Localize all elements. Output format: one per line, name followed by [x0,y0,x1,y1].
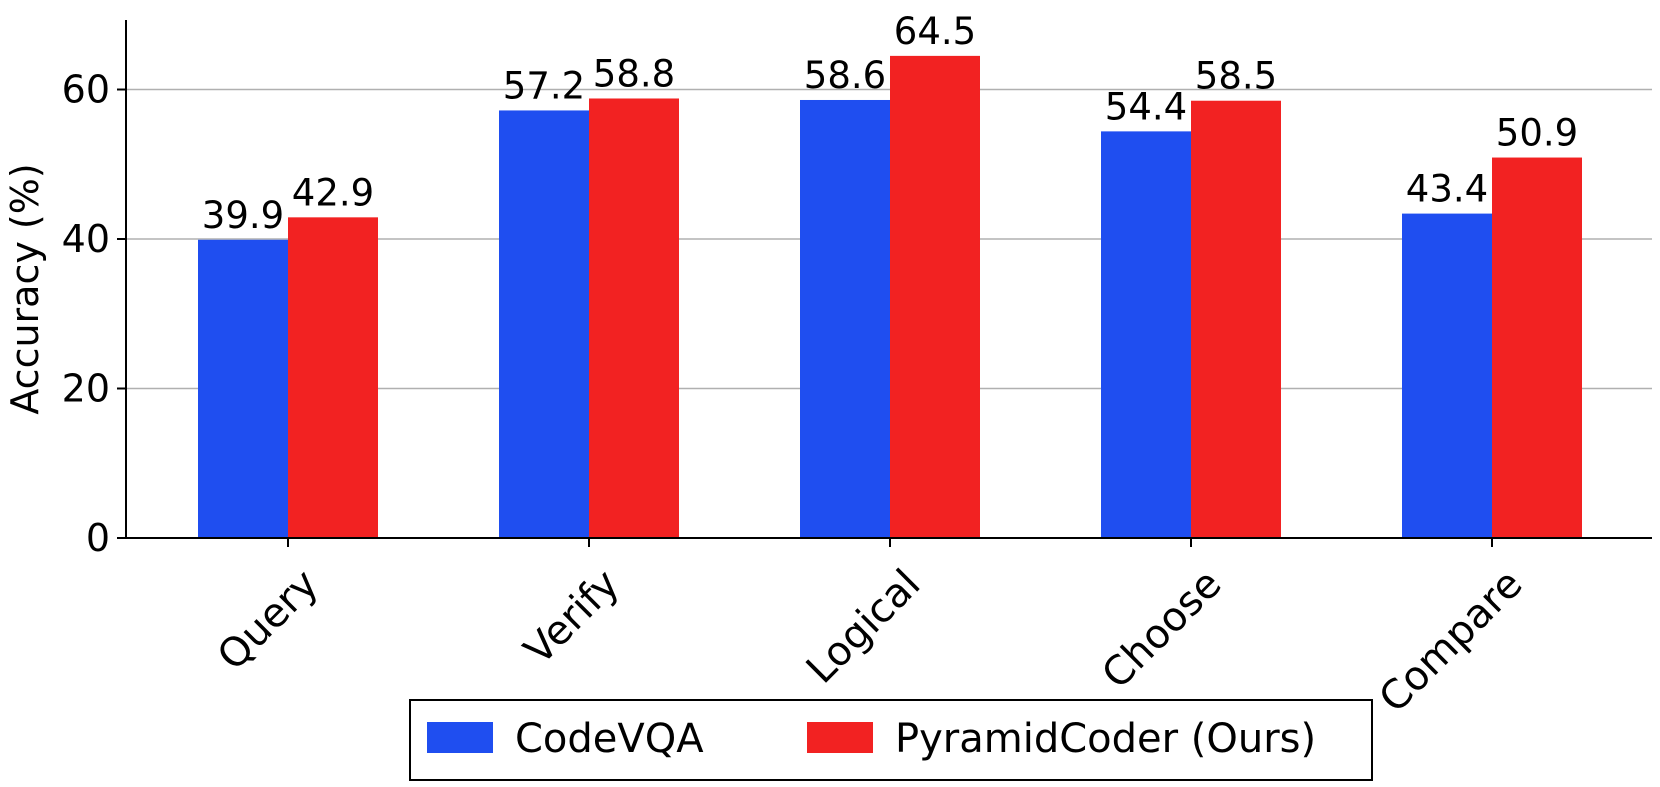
value-labels: 39.942.9 57.2 58.8 58.664.5 54.458.5 43.450.9 [202,10,1578,237]
value-label: 64.5 [894,10,976,53]
bar-codevqa-choose [1101,131,1191,539]
y-tick-label: 40 [62,217,110,261]
bar-codevqa-query [198,239,288,538]
bar-codevqa-verify [499,110,589,538]
value-label: 54.4 [1105,85,1187,128]
bar-codevqa-compare [1402,213,1492,539]
legend: CodeVQA PyramidCoder (Ours) [409,699,1373,781]
value-label: 58.6 [804,54,886,97]
value-label: 57.2 [503,64,585,107]
value-label: 42.9 [292,171,374,214]
bar-pyramidcoder-ours-choose [1191,100,1281,539]
legend-swatch-1 [807,722,873,753]
y-axis-title: Accuracy (%) [3,163,47,414]
y-tick-label: 20 [62,367,110,411]
legend-label-0: CodeVQA [515,716,704,762]
bar-pyramidcoder-ours-logical [890,55,980,539]
value-label: 39.9 [202,194,284,237]
y-tick-label: 0 [86,516,110,560]
bar-pyramidcoder-ours-compare [1492,157,1582,539]
bar-codevqa-logical [800,99,890,538]
legend-box [409,699,1373,781]
y-tick-label: 60 [62,68,110,112]
value-label: 58.5 [1195,55,1277,98]
bar-pyramidcoder-ours-verify [589,98,679,538]
bar-pyramidcoder-ours-query [288,217,378,539]
bars [198,55,1582,539]
legend-label-1: PyramidCoder (Ours) [895,716,1316,762]
value-label: 58.8 [593,52,675,95]
legend-swatch-0 [427,722,493,753]
value-label: 50.9 [1496,112,1578,155]
value-label: 43.4 [1406,168,1488,211]
